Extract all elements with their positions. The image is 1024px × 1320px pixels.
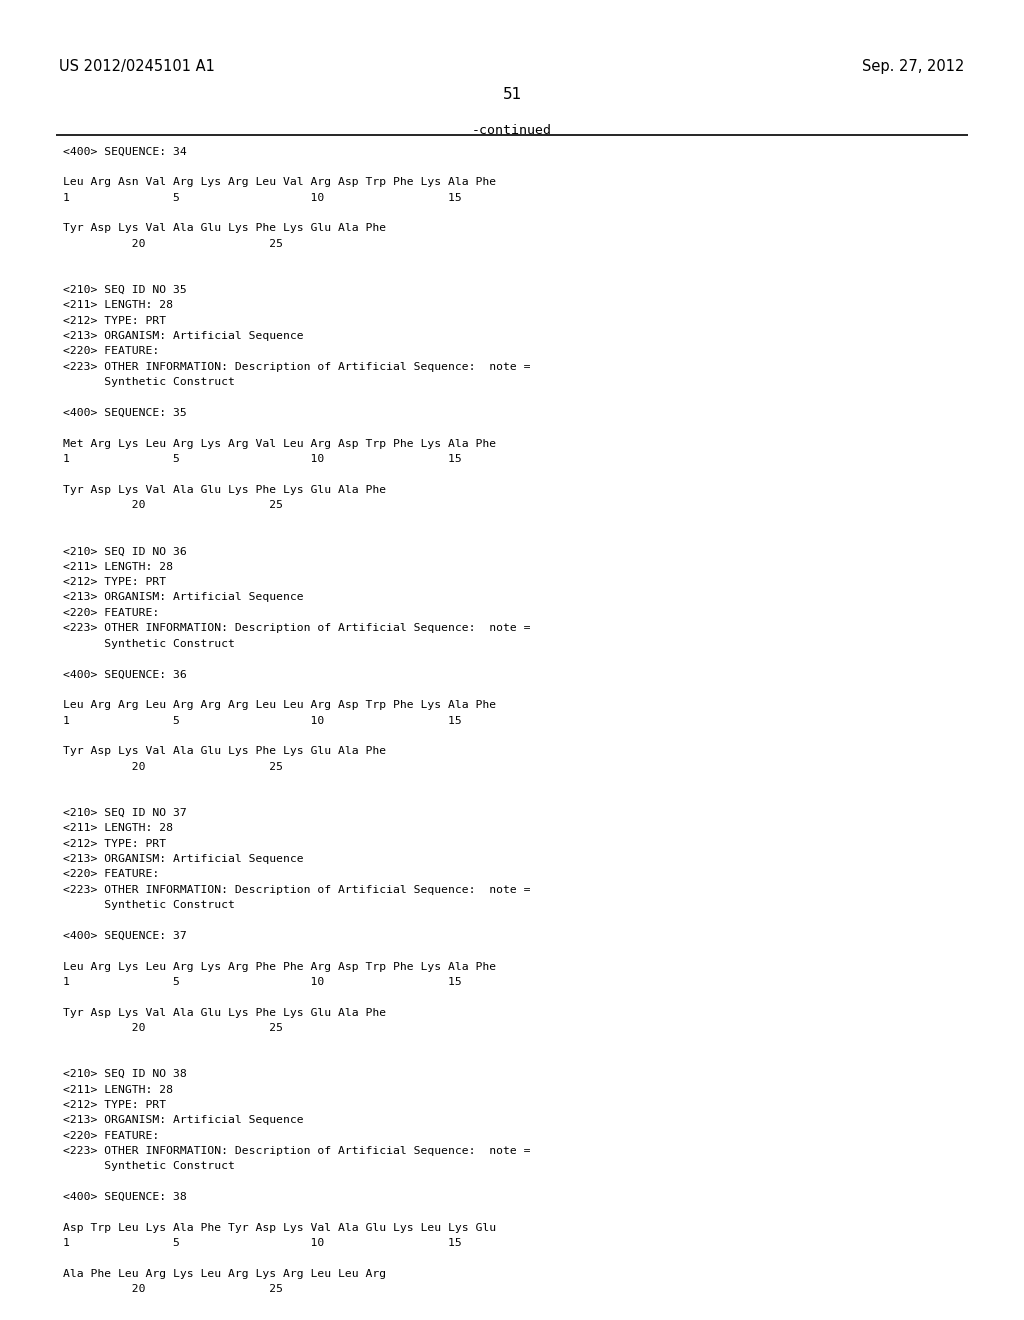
Text: US 2012/0245101 A1: US 2012/0245101 A1 — [59, 59, 215, 74]
Text: <213> ORGANISM: Artificial Sequence: <213> ORGANISM: Artificial Sequence — [63, 593, 304, 602]
Text: <212> TYPE: PRT: <212> TYPE: PRT — [63, 315, 167, 326]
Text: 20                  25: 20 25 — [63, 762, 284, 772]
Text: <211> LENGTH: 28: <211> LENGTH: 28 — [63, 1085, 173, 1094]
Text: Sep. 27, 2012: Sep. 27, 2012 — [862, 59, 965, 74]
Text: 20                  25: 20 25 — [63, 1284, 284, 1295]
Text: <212> TYPE: PRT: <212> TYPE: PRT — [63, 577, 167, 587]
Text: Met Arg Lys Leu Arg Lys Arg Val Leu Arg Asp Trp Phe Lys Ala Phe: Met Arg Lys Leu Arg Lys Arg Val Leu Arg … — [63, 438, 497, 449]
Text: 20                  25: 20 25 — [63, 239, 284, 248]
Text: Synthetic Construct: Synthetic Construct — [63, 378, 236, 387]
Text: Leu Arg Lys Leu Arg Lys Arg Phe Phe Arg Asp Trp Phe Lys Ala Phe: Leu Arg Lys Leu Arg Lys Arg Phe Phe Arg … — [63, 961, 497, 972]
Text: Synthetic Construct: Synthetic Construct — [63, 639, 236, 648]
Text: Tyr Asp Lys Val Ala Glu Lys Phe Lys Glu Ala Phe: Tyr Asp Lys Val Ala Glu Lys Phe Lys Glu … — [63, 1007, 387, 1018]
Text: <400> SEQUENCE: 38: <400> SEQUENCE: 38 — [63, 1192, 187, 1203]
Text: Tyr Asp Lys Val Ala Glu Lys Phe Lys Glu Ala Phe: Tyr Asp Lys Val Ala Glu Lys Phe Lys Glu … — [63, 223, 387, 234]
Text: <220> FEATURE:: <220> FEATURE: — [63, 607, 160, 618]
Text: <400> SEQUENCE: 35: <400> SEQUENCE: 35 — [63, 408, 187, 418]
Text: Synthetic Construct: Synthetic Construct — [63, 1162, 236, 1171]
Text: 1               5                   10                  15: 1 5 10 15 — [63, 193, 462, 203]
Text: <220> FEATURE:: <220> FEATURE: — [63, 870, 160, 879]
Text: <400> SEQUENCE: 36: <400> SEQUENCE: 36 — [63, 669, 187, 680]
Text: <223> OTHER INFORMATION: Description of Artificial Sequence:  note =: <223> OTHER INFORMATION: Description of … — [63, 623, 531, 634]
Text: <223> OTHER INFORMATION: Description of Artificial Sequence:  note =: <223> OTHER INFORMATION: Description of … — [63, 1146, 531, 1156]
Text: <212> TYPE: PRT: <212> TYPE: PRT — [63, 1100, 167, 1110]
Text: Synthetic Construct: Synthetic Construct — [63, 900, 236, 909]
Text: 20                  25: 20 25 — [63, 500, 284, 511]
Text: <210> SEQ ID NO 37: <210> SEQ ID NO 37 — [63, 808, 187, 818]
Text: <210> SEQ ID NO 35: <210> SEQ ID NO 35 — [63, 285, 187, 294]
Text: 1               5                   10                  15: 1 5 10 15 — [63, 715, 462, 726]
Text: 1               5                   10                  15: 1 5 10 15 — [63, 1238, 462, 1249]
Text: Leu Arg Arg Leu Arg Arg Arg Leu Leu Arg Asp Trp Phe Lys Ala Phe: Leu Arg Arg Leu Arg Arg Arg Leu Leu Arg … — [63, 700, 497, 710]
Text: <211> LENGTH: 28: <211> LENGTH: 28 — [63, 824, 173, 833]
Text: 51: 51 — [503, 87, 521, 102]
Text: Leu Arg Asn Val Arg Lys Arg Leu Val Arg Asp Trp Phe Lys Ala Phe: Leu Arg Asn Val Arg Lys Arg Leu Val Arg … — [63, 177, 497, 187]
Text: <223> OTHER INFORMATION: Description of Artificial Sequence:  note =: <223> OTHER INFORMATION: Description of … — [63, 362, 531, 372]
Text: 20                  25: 20 25 — [63, 1023, 284, 1034]
Text: <400> SEQUENCE: 34: <400> SEQUENCE: 34 — [63, 147, 187, 157]
Text: <210> SEQ ID NO 36: <210> SEQ ID NO 36 — [63, 546, 187, 556]
Text: 1               5                   10                  15: 1 5 10 15 — [63, 454, 462, 465]
Text: <213> ORGANISM: Artificial Sequence: <213> ORGANISM: Artificial Sequence — [63, 331, 304, 341]
Text: Ala Phe Leu Arg Lys Leu Arg Lys Arg Leu Leu Arg: Ala Phe Leu Arg Lys Leu Arg Lys Arg Leu … — [63, 1269, 387, 1279]
Text: <400> SEQUENCE: 37: <400> SEQUENCE: 37 — [63, 931, 187, 941]
Text: <211> LENGTH: 28: <211> LENGTH: 28 — [63, 562, 173, 572]
Text: <210> SEQ ID NO 38: <210> SEQ ID NO 38 — [63, 1069, 187, 1080]
Text: <213> ORGANISM: Artificial Sequence: <213> ORGANISM: Artificial Sequence — [63, 1115, 304, 1126]
Text: <223> OTHER INFORMATION: Description of Artificial Sequence:  note =: <223> OTHER INFORMATION: Description of … — [63, 884, 531, 895]
Text: Tyr Asp Lys Val Ala Glu Lys Phe Lys Glu Ala Phe: Tyr Asp Lys Val Ala Glu Lys Phe Lys Glu … — [63, 484, 387, 495]
Text: Asp Trp Leu Lys Ala Phe Tyr Asp Lys Val Ala Glu Lys Leu Lys Glu: Asp Trp Leu Lys Ala Phe Tyr Asp Lys Val … — [63, 1222, 497, 1233]
Text: <212> TYPE: PRT: <212> TYPE: PRT — [63, 838, 167, 849]
Text: <220> FEATURE:: <220> FEATURE: — [63, 346, 160, 356]
Text: -continued: -continued — [472, 124, 552, 137]
Text: <211> LENGTH: 28: <211> LENGTH: 28 — [63, 301, 173, 310]
Text: 1               5                   10                  15: 1 5 10 15 — [63, 977, 462, 987]
Text: <213> ORGANISM: Artificial Sequence: <213> ORGANISM: Artificial Sequence — [63, 854, 304, 863]
Text: <220> FEATURE:: <220> FEATURE: — [63, 1131, 160, 1140]
Text: Tyr Asp Lys Val Ala Glu Lys Phe Lys Glu Ala Phe: Tyr Asp Lys Val Ala Glu Lys Phe Lys Glu … — [63, 746, 387, 756]
